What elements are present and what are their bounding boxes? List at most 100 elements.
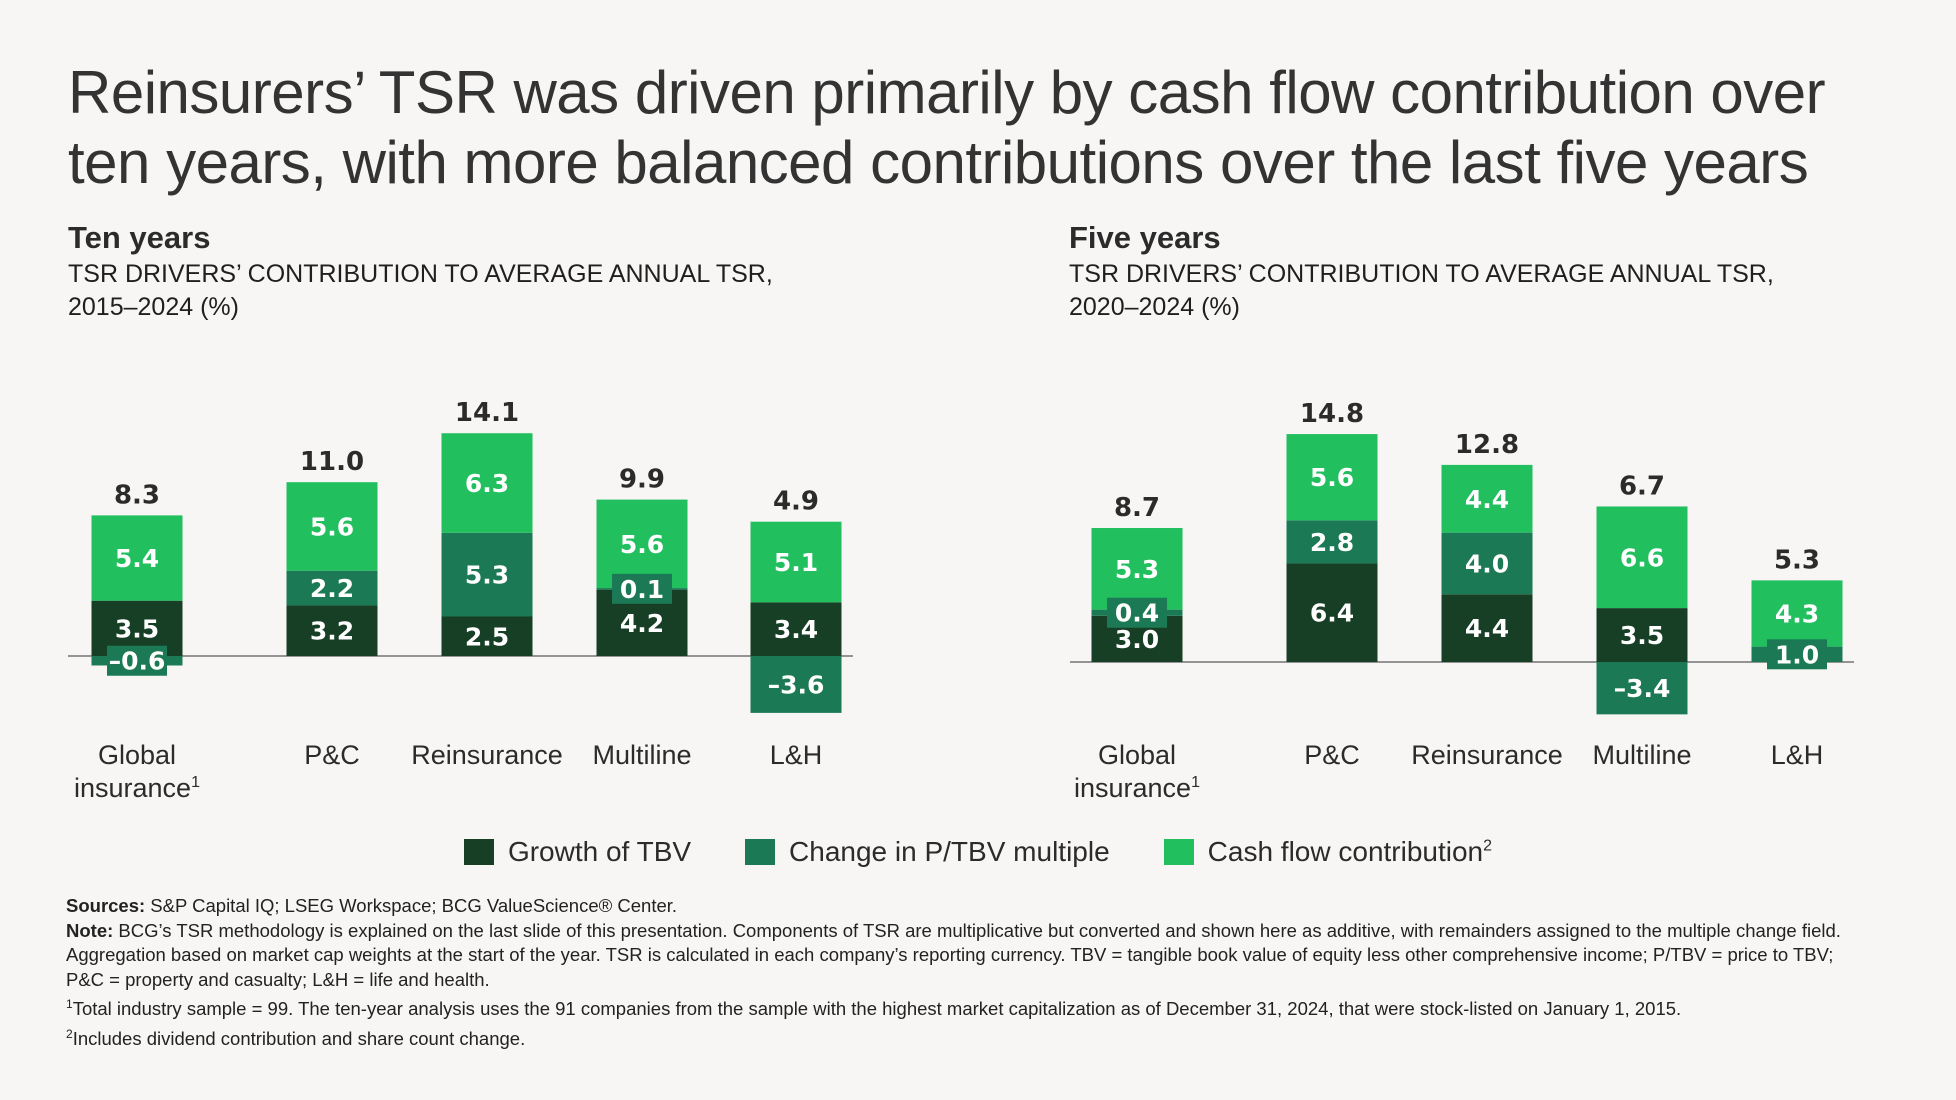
ten-data-label-cash_flow-1: 5.6 <box>310 512 354 541</box>
five-bar-cash_flow-2 <box>1441 464 1533 533</box>
ten-total-label-2: 14.1 <box>455 398 519 428</box>
page-title: Reinsurers’ TSR was driven primarily by … <box>68 58 1908 198</box>
footnote-note: Note: BCG’s TSR methodology is explained… <box>66 919 1841 990</box>
ten-data-label-growth_tbv-3: 4.2 <box>620 609 664 638</box>
ten-data-label-cash_flow-3: 5.6 <box>620 530 664 559</box>
ten-year-panel-header: Ten years TSR DRIVERS’ CONTRIBUTION TO A… <box>68 218 773 324</box>
five-data-label-growth_tbv-2: 4.4 <box>1465 614 1509 643</box>
ten-year-heading: Ten years <box>68 220 211 255</box>
ten-total-label-1: 11.0 <box>300 447 364 477</box>
five-year-heading: Five years <box>1069 220 1221 255</box>
five-bar-cash_flow-4 <box>1751 580 1843 647</box>
five-year-subtitle-line2: 2020–2024 (%) <box>1069 293 1240 321</box>
legend-item-cash-flow: Cash flow contribution2 <box>1163 836 1493 868</box>
ten-total-label-4: 4.9 <box>773 487 819 517</box>
legend-cash-flow-footnote-mark: 2 <box>1483 837 1493 855</box>
footnotes: Sources: S&P Capital IQ; LSEG Workspace;… <box>66 894 1866 1051</box>
ten-bar-cash_flow-3 <box>596 499 688 589</box>
footnote-2: 2Includes dividend contribution and shar… <box>66 1026 526 1049</box>
ten-category-label-2: Reinsurance <box>411 740 563 770</box>
five-year-subtitle-line1: TSR DRIVERS’ CONTRIBUTION TO AVERAGE ANN… <box>1069 260 1774 288</box>
five-bar-multiple-2 <box>1441 532 1533 595</box>
five-data-label-cash_flow-3: 6.6 <box>1620 543 1664 572</box>
ten-data-label-cash_flow-0: 5.4 <box>115 544 159 573</box>
ten-data-label-cash_flow-4: 5.1 <box>774 548 818 577</box>
legend-swatch-growth-tbv <box>463 839 494 865</box>
five-label-box-multiple-0 <box>1107 597 1167 628</box>
five-data-label-growth_tbv-1: 6.4 <box>1310 599 1354 628</box>
page-title-line1: Reinsurers’ TSR was driven primarily by … <box>68 59 1826 126</box>
five-bar-cash_flow-3 <box>1596 506 1688 609</box>
ten-data-label-cash_flow-2: 6.3 <box>465 469 509 498</box>
ten-bar-cash_flow-2 <box>441 433 533 533</box>
ten-bar-cash_flow-1 <box>286 482 378 571</box>
five-category-label-line2-0: insurance1 <box>1074 773 1200 803</box>
legend-label-cash-flow: Cash flow contribution2 <box>1207 836 1493 867</box>
five-total-label-3: 6.7 <box>1619 471 1665 501</box>
five-data-label-cash_flow-4: 4.3 <box>1775 599 1819 628</box>
legend-label-growth-tbv: Growth of TBV <box>507 836 692 867</box>
ten-year-subtitle-line1: TSR DRIVERS’ CONTRIBUTION TO AVERAGE ANN… <box>68 260 773 288</box>
ten-bar-multiple-1 <box>286 570 378 606</box>
ten-bar-multiple-4 <box>750 656 842 713</box>
five-total-label-0: 8.7 <box>1114 493 1160 523</box>
ten-data-label-multiple-0: –0.6 <box>109 647 166 676</box>
five-category-label-1: P&C <box>1304 740 1360 770</box>
five-bar-growth_tbv-2 <box>1441 594 1533 662</box>
chart-legend: Growth of TBV Change in P/TBV multiple C… <box>0 836 1956 868</box>
ten-bar-growth_tbv-4 <box>750 602 842 656</box>
ten-bar-growth_tbv-1 <box>286 605 378 656</box>
legend-item-growth-tbv: Growth of TBV <box>463 836 692 868</box>
ten-data-label-multiple-1: 2.2 <box>310 574 354 603</box>
five-data-label-multiple-2: 4.0 <box>1465 549 1509 578</box>
five-total-label-4: 5.3 <box>1774 545 1820 575</box>
ten-bar-multiple-2 <box>441 532 533 617</box>
five-data-label-multiple-1: 2.8 <box>1310 528 1354 557</box>
five-bar-multiple-3 <box>1596 662 1688 715</box>
five-year-subtitle: TSR DRIVERS’ CONTRIBUTION TO AVERAGE ANN… <box>1069 258 1774 324</box>
five-year-panel-header: Five years TSR DRIVERS’ CONTRIBUTION TO … <box>1069 218 1774 324</box>
ten-category-label-line2-0: insurance1 <box>74 773 200 803</box>
five-data-label-cash_flow-2: 4.4 <box>1465 485 1509 514</box>
ten-total-label-3: 9.9 <box>619 465 665 495</box>
ten-data-label-growth_tbv-2: 2.5 <box>465 622 509 651</box>
ten-data-label-growth_tbv-0: 3.5 <box>115 614 159 643</box>
ten-label-box-multiple-3 <box>612 573 672 604</box>
ten-bar-cash_flow-4 <box>750 521 842 603</box>
five-category-label-2: Reinsurance <box>1411 740 1563 770</box>
ten-year-subtitle-line2: 2015–2024 (%) <box>68 293 239 321</box>
ten-category-label-1: P&C <box>304 740 360 770</box>
five-data-label-multiple-0: 0.4 <box>1115 599 1159 628</box>
ten-total-label-0: 8.3 <box>114 480 160 510</box>
five-bar-growth_tbv-3 <box>1596 608 1688 662</box>
five-bar-growth_tbv-1 <box>1286 563 1378 662</box>
five-category-label-4: L&H <box>1771 740 1824 770</box>
five-bar-multiple-1 <box>1286 520 1378 564</box>
legend-swatch-multiple <box>745 839 776 865</box>
five-data-label-growth_tbv-3: 3.5 <box>1620 621 1664 650</box>
five-data-label-growth_tbv-0: 3.0 <box>1115 625 1159 654</box>
page-title-line2: ten years, with more balanced contributi… <box>68 129 1809 196</box>
five-data-label-multiple-4: 1.0 <box>1775 640 1819 669</box>
five-data-label-cash_flow-1: 5.6 <box>1310 463 1354 492</box>
legend-label-multiple: Change in P/TBV multiple <box>789 836 1110 867</box>
ten-label-box-multiple-0 <box>107 645 167 676</box>
five-data-label-multiple-3: –3.4 <box>1614 674 1671 703</box>
ten-category-label-3: Multiline <box>592 740 691 770</box>
ten-data-label-multiple-4: –3.6 <box>768 670 825 699</box>
ten-category-label-4: L&H <box>770 740 823 770</box>
five-bar-cash_flow-0 <box>1091 528 1183 610</box>
ten-category-label-0: Global <box>98 740 176 770</box>
five-total-label-1: 14.8 <box>1300 399 1364 429</box>
ten-data-label-multiple-2: 5.3 <box>465 561 509 590</box>
ten-data-label-multiple-3: 0.1 <box>620 575 664 604</box>
footnote-1: 1Total industry sample = 99. The ten-yea… <box>66 997 1682 1020</box>
five-bar-cash_flow-1 <box>1286 434 1378 521</box>
ten-bar-cash_flow-0 <box>91 515 183 601</box>
ten-data-label-growth_tbv-1: 3.2 <box>310 617 354 646</box>
ten-bar-growth_tbv-2 <box>441 616 533 656</box>
ten-data-label-growth_tbv-4: 3.4 <box>774 615 818 644</box>
footnote-sources: Sources: S&P Capital IQ; LSEG Workspace;… <box>66 895 678 916</box>
